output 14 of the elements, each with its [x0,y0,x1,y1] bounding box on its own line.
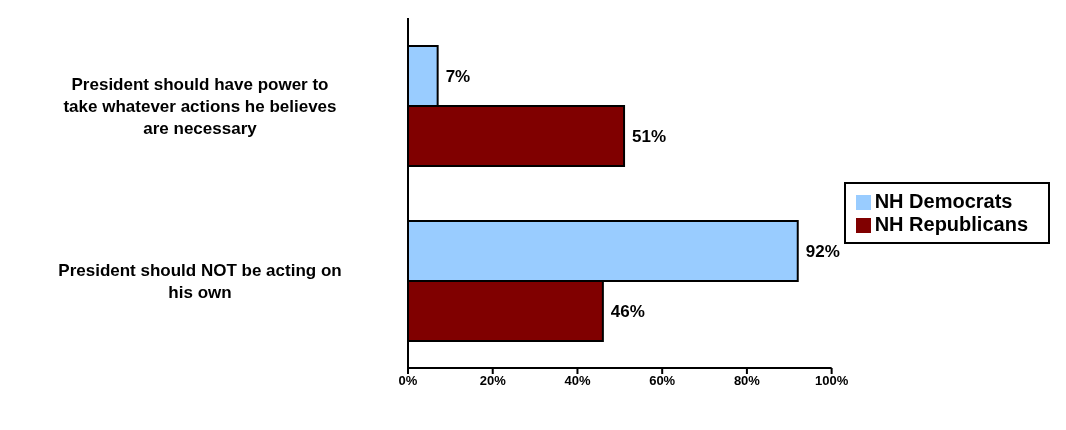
x-tick-label: 40% [564,373,591,389]
data-label: 92% [805,241,840,261]
legend-label: NH Republicans [874,213,1028,235]
x-tick-label: 20% [479,373,507,389]
y-tick-label: President should NOT be acting on his own [58,260,342,301]
data-label: 46% [610,301,645,321]
legend-label: NH Democrats [874,190,1013,212]
x-tick-label: 100% [815,373,849,389]
data-label: 7% [445,66,471,86]
x-tick-label: 60% [649,373,676,389]
x-tick-label: 80% [733,373,761,389]
data-label: 51% [632,126,667,146]
y-tick-label: President should have power to take whatever actions he believes are necessary [63,74,337,137]
x-tick-label: 0% [398,373,418,389]
